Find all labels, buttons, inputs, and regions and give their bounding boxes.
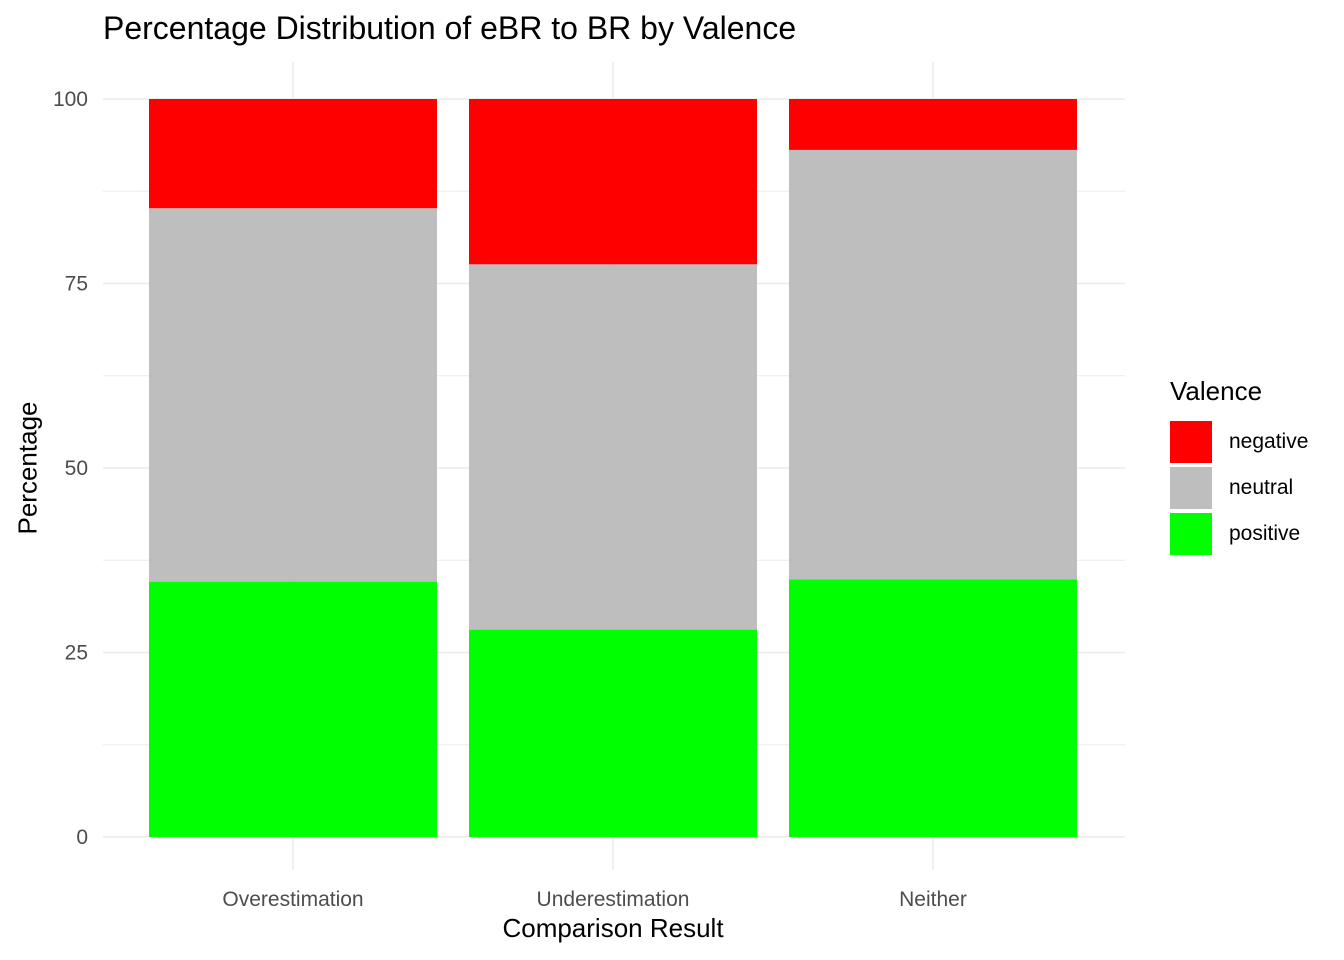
y-tick-label: 50	[65, 457, 88, 480]
bar-neutral	[789, 149, 1077, 580]
legend-title: Valence	[1170, 376, 1263, 406]
y-tick-label: 0	[76, 826, 88, 849]
legend-label-negative: negative	[1229, 430, 1309, 453]
legend-key-neutral	[1170, 467, 1212, 509]
y-axis-label: Percentage	[12, 401, 43, 535]
legend-item-positive: positive	[1170, 511, 1308, 557]
x-tick-label: Underestimation	[537, 888, 690, 911]
x-tick-label: Neither	[899, 888, 967, 911]
bar-negative	[149, 99, 437, 209]
bar-negative	[789, 99, 1077, 150]
legend-item-neutral: neutral	[1170, 465, 1308, 511]
y-tick-label: 100	[53, 88, 88, 111]
legend-label-positive: positive	[1229, 522, 1301, 545]
bar-negative	[469, 99, 757, 265]
y-tick-label: 25	[65, 642, 88, 665]
legend-key-negative	[1170, 421, 1212, 463]
chart-title: Percentage Distribution of eBR to BR by …	[103, 10, 797, 46]
legend-label-neutral: neutral	[1229, 476, 1294, 499]
bar-neutral	[469, 264, 757, 630]
x-tick-label: Overestimation	[222, 888, 363, 911]
x-axis-label: Comparison Result	[502, 913, 724, 943]
bar-neutral	[149, 208, 437, 582]
bar-positive	[469, 629, 757, 837]
y-tick-label: 75	[65, 273, 88, 296]
legend: Valence negative neutral positive	[1170, 376, 1308, 557]
legend-item-negative: negative	[1170, 419, 1308, 465]
bar-positive	[789, 579, 1077, 837]
bar-positive	[149, 581, 437, 837]
legend-key-positive	[1170, 513, 1212, 555]
